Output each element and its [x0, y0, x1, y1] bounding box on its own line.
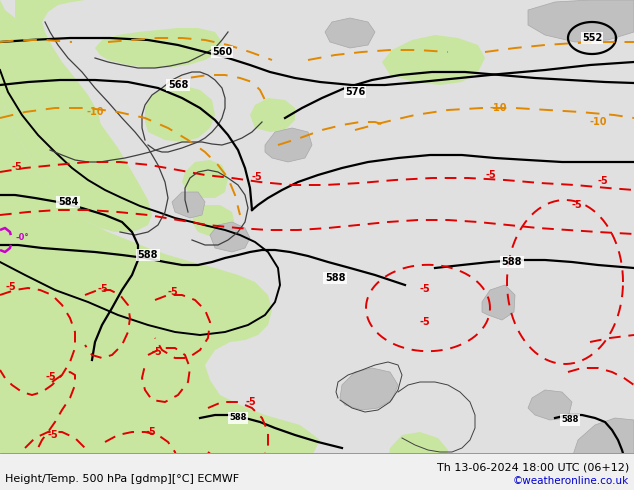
- Text: 588: 588: [138, 250, 158, 260]
- Bar: [0, 453, 634, 490]
- Polygon shape: [325, 18, 375, 48]
- Polygon shape: [528, 390, 572, 420]
- Text: -10: -10: [489, 103, 507, 113]
- Polygon shape: [95, 28, 222, 68]
- Text: -5: -5: [168, 287, 179, 297]
- Text: -5: -5: [98, 284, 109, 294]
- Text: 560: 560: [212, 47, 232, 57]
- Text: -5: -5: [420, 284, 430, 294]
- Text: 588: 588: [501, 257, 522, 267]
- Text: -5: -5: [145, 427, 156, 437]
- Text: 588: 588: [230, 414, 247, 422]
- Text: -5: -5: [572, 200, 583, 210]
- Polygon shape: [145, 85, 215, 142]
- Polygon shape: [265, 128, 312, 162]
- Text: -5: -5: [598, 176, 609, 186]
- Text: -5: -5: [5, 282, 16, 292]
- Text: 552: 552: [582, 33, 602, 43]
- Text: 588: 588: [325, 273, 346, 283]
- Text: 576: 576: [345, 87, 365, 97]
- Polygon shape: [382, 35, 485, 85]
- Text: Th 13-06-2024 18:00 UTC (06+12): Th 13-06-2024 18:00 UTC (06+12): [437, 462, 629, 472]
- Polygon shape: [0, 0, 152, 232]
- Text: 568: 568: [168, 80, 188, 90]
- Text: 584: 584: [58, 197, 78, 207]
- Text: -5: -5: [152, 347, 163, 357]
- Polygon shape: [15, 0, 102, 148]
- Polygon shape: [210, 222, 250, 252]
- Polygon shape: [250, 98, 295, 132]
- Polygon shape: [172, 192, 205, 218]
- Text: -5: -5: [45, 372, 56, 382]
- Text: -5: -5: [485, 170, 496, 180]
- Polygon shape: [482, 285, 515, 320]
- Text: -10: -10: [589, 117, 607, 127]
- Polygon shape: [340, 368, 398, 410]
- Text: -5: -5: [12, 162, 23, 172]
- Text: -5: -5: [420, 317, 430, 327]
- Text: -5: -5: [245, 397, 256, 407]
- Text: 588: 588: [561, 416, 579, 424]
- Polygon shape: [388, 432, 448, 478]
- Polygon shape: [572, 418, 634, 480]
- Text: Height/Temp. 500 hPa [gdmp][°C] ECMWF: Height/Temp. 500 hPa [gdmp][°C] ECMWF: [5, 474, 239, 484]
- Text: -5: -5: [48, 430, 59, 440]
- Polygon shape: [0, 80, 320, 490]
- Text: -5: -5: [252, 172, 262, 182]
- Polygon shape: [192, 205, 235, 238]
- Polygon shape: [182, 160, 228, 198]
- Text: -10: -10: [86, 107, 104, 117]
- Polygon shape: [528, 0, 634, 42]
- Text: -0°: -0°: [15, 233, 29, 242]
- Text: ©weatheronline.co.uk: ©weatheronline.co.uk: [513, 476, 629, 486]
